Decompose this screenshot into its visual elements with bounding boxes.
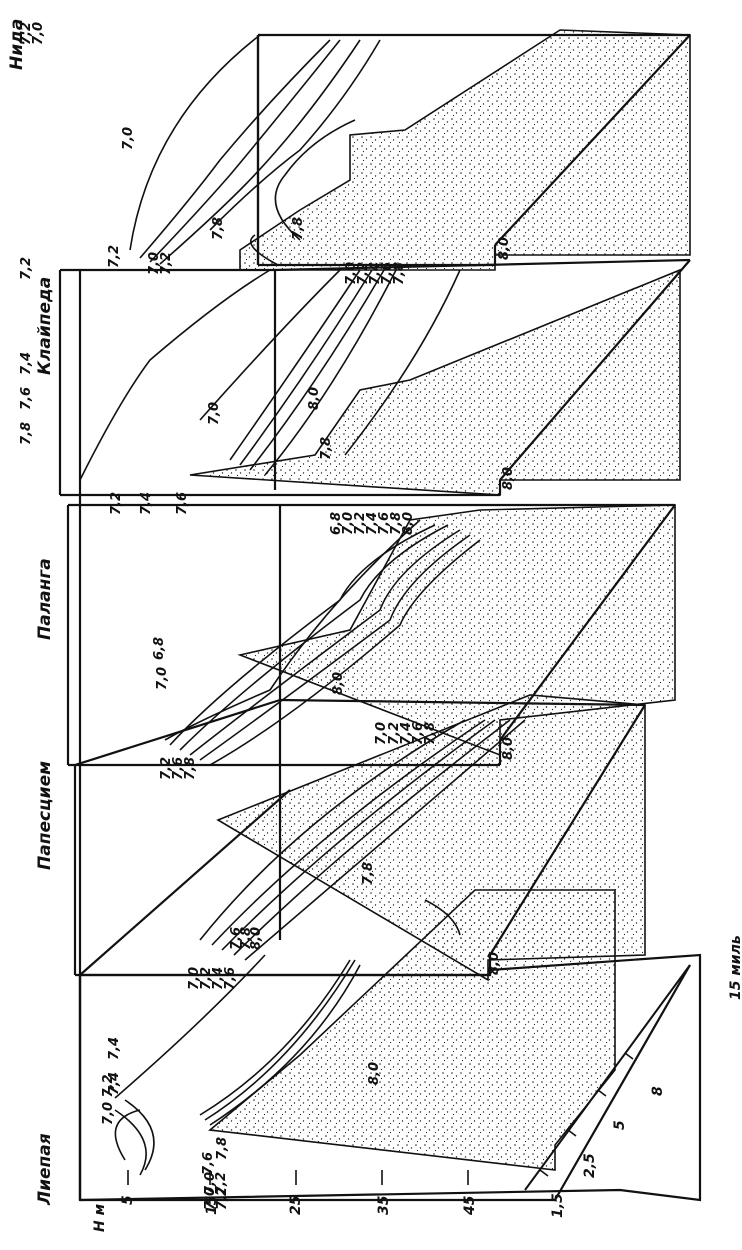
p5-inner-label-2: 7,8 <box>291 217 306 240</box>
p1-inner-label-1: 7,4 <box>107 1072 122 1095</box>
p3-far-label-3: 7,4 <box>365 512 380 535</box>
town-nida: Нида <box>7 19 27 70</box>
distance-tick-5: 5 <box>612 1120 628 1130</box>
depth-tick-25: 25 <box>288 1195 304 1215</box>
p2-far-label-3: 7,6 <box>411 722 426 745</box>
p4-inner-label-0: 7,0 <box>207 402 222 425</box>
p5-far-label-3: 7,8 <box>19 422 34 445</box>
p3-far-label-0: 6,8 <box>329 512 344 535</box>
depth-tick-45: 45 <box>462 1195 478 1216</box>
p2-far-label-1: 7,2 <box>387 722 402 745</box>
p4-bottom-label: 8,0 <box>501 467 516 490</box>
p5-corner-label-1: 7,0 <box>31 22 46 45</box>
p3-far-label-1: 7,0 <box>341 512 356 535</box>
p5-bottom-label: 8,0 <box>497 237 512 260</box>
panel-klaipeda: 7,2 7,4 7,6 7,0 7,2 7,4 7,6 7,8 7,0 7,8 … <box>58 258 691 515</box>
town-palanga: Паланга <box>35 558 55 640</box>
town-klaipeda: Клайпеда <box>35 277 55 375</box>
p1-inner-label-8: 8,0 <box>367 1062 382 1085</box>
p5-inner-label-1: 7,8 <box>211 217 226 240</box>
distance-tick-8: 8 <box>650 1086 666 1096</box>
p5-top-label-0: 7,0 <box>147 252 162 275</box>
p5-inner-label-0: 7,0 <box>121 127 136 150</box>
p3-inner-label-1: 6,8 <box>152 637 167 660</box>
p5-top-label-1: 7,2 <box>159 252 174 275</box>
p3-top-label-2: 7,8 <box>183 757 198 780</box>
p2-top-label-1: 7,2 <box>199 967 214 990</box>
p2-inner-label-0: 7,8 <box>361 862 376 885</box>
p5-far-label-1: 7,4 <box>19 352 34 375</box>
p1-inner-label-4: 7,8 <box>215 1137 230 1160</box>
p3-inner-label-0: 7,0 <box>155 667 170 690</box>
p4-inner-label-2: 8,0 <box>307 387 322 410</box>
p5-corner-label-2: 7,2 <box>107 245 122 268</box>
p5-corner-label-0: 7,2 <box>19 22 34 45</box>
distance-tick-2-5: 2,5 <box>582 1153 598 1178</box>
p3-bottom-label: 8,0 <box>501 737 516 760</box>
p5-far-label-0: 7,2 <box>19 257 34 280</box>
p1-top-label-0: 7,0 <box>203 1172 218 1195</box>
p2-top-label-2: 7,4 <box>211 967 226 990</box>
depth-tick-35: 35 <box>376 1195 392 1215</box>
p1-inner-label-7: 8,0 <box>249 927 264 950</box>
p1-inner-label-6: 7,8 <box>239 927 254 950</box>
p2-bottom-label: 8,0 <box>487 952 502 975</box>
p4-top-label-2: 7,6 <box>175 492 190 515</box>
p3-far-label-6: 8,0 <box>401 512 416 535</box>
depth-axis-title: Н м <box>92 1204 108 1232</box>
panel-nida: 7,0 7,2 7,2 7,0 7,2 7,2 7,4 7,6 7,8 7,0 … <box>19 22 691 445</box>
p3-inner-label-2: 8,0 <box>331 672 346 695</box>
p1-inner-label-3: 7,6 <box>201 1152 216 1175</box>
town-labels: Лиепая Папесцием Паланга Клайпеда Нида <box>7 19 55 1206</box>
p2-far-label-2: 7,4 <box>399 722 414 745</box>
p3-far-label-2: 7,2 <box>353 512 368 535</box>
p4-top-label-0: 7,2 <box>109 492 124 515</box>
p4-top-label-1: 7,4 <box>139 492 154 515</box>
p1-inner-label-2: 7,4 <box>107 1037 122 1060</box>
p1-top-label-2: 7,0 <box>203 1187 218 1210</box>
p3-far-label-4: 7,6 <box>377 512 392 535</box>
distance-axis-title: 15 миль <box>728 935 742 1000</box>
p2-top-label-0: 7,0 <box>187 967 202 990</box>
p5-far-label-2: 7,6 <box>19 387 34 410</box>
p1-top-label-3: 7,2 <box>215 1187 230 1210</box>
p1-inner-label-0: 7,0 7,2 <box>101 1074 116 1125</box>
p2-far-label-0: 7,0 <box>374 722 389 745</box>
p2-top-label-3: 7,6 <box>223 967 238 990</box>
p3-top-label-0: 7,2 <box>159 757 174 780</box>
p4-inner-label-1: 7,8 <box>319 437 334 460</box>
town-liepaja: Лиепая <box>35 1133 55 1206</box>
panel-palanga: 7,2 7,6 7,8 6,8 7,0 7,2 7,4 7,6 7,8 8,0 … <box>66 503 676 780</box>
panel-papesciem: 7,0 7,2 7,4 7,6 7,0 7,2 7,4 7,6 7,8 7,8 … <box>73 694 646 990</box>
p1-top-label-1: 7,2 <box>214 1172 229 1195</box>
p3-top-label-1: 7,6 <box>171 757 186 780</box>
town-papesciem: Папесцием <box>35 761 55 870</box>
p3-far-label-5: 7,8 <box>389 512 404 535</box>
